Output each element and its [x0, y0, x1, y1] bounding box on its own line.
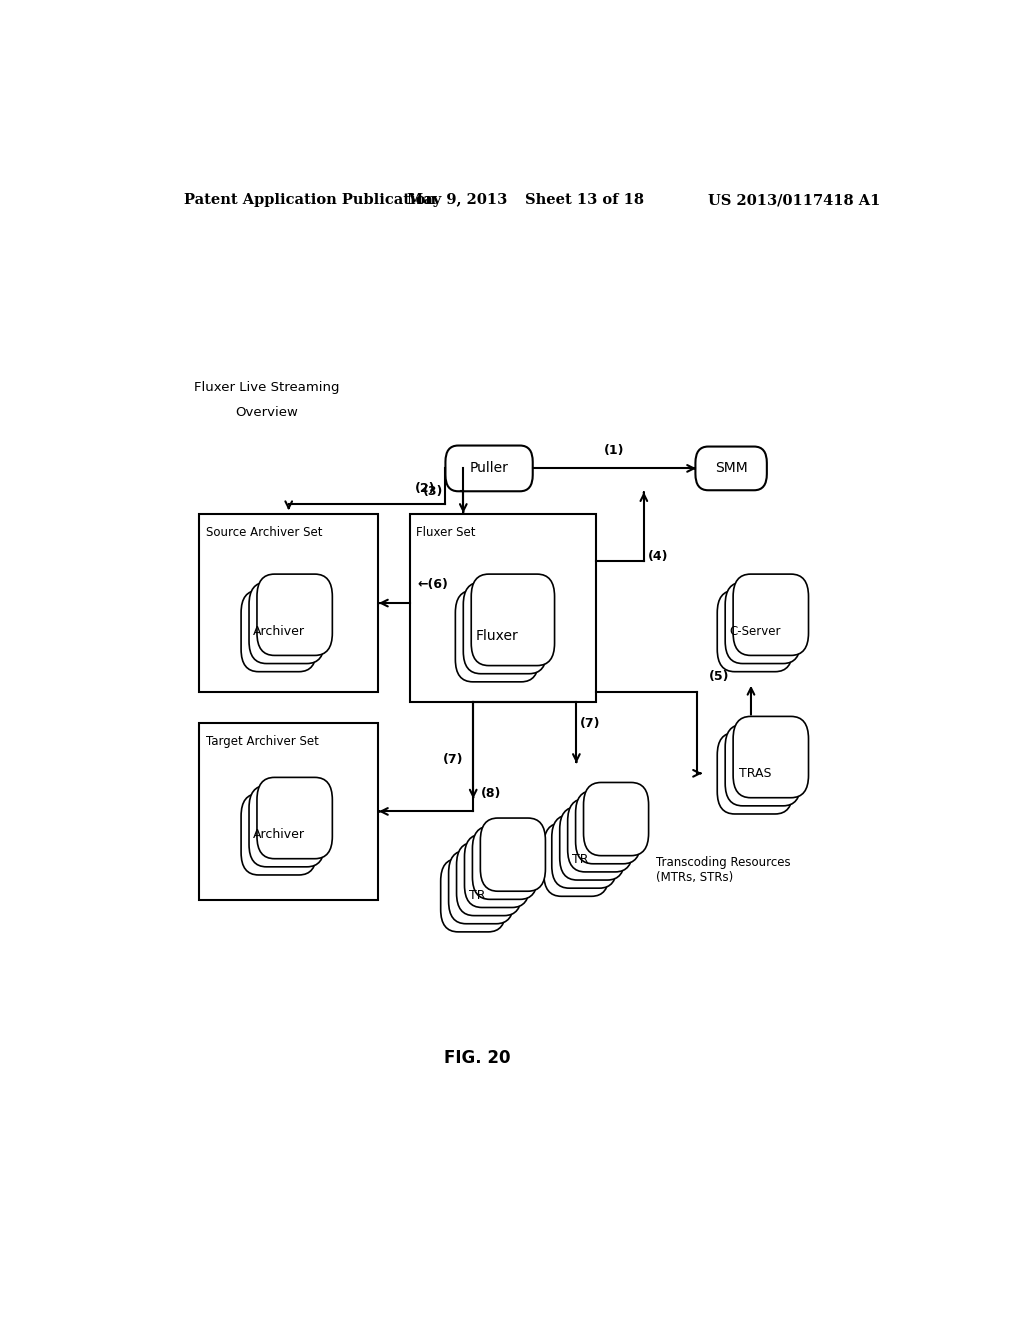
FancyBboxPatch shape	[725, 725, 801, 805]
Text: Puller: Puller	[470, 462, 509, 475]
Text: (7): (7)	[581, 717, 601, 730]
FancyBboxPatch shape	[584, 783, 648, 855]
Text: (8): (8)	[481, 787, 502, 800]
FancyBboxPatch shape	[249, 785, 325, 867]
FancyBboxPatch shape	[471, 574, 555, 665]
FancyBboxPatch shape	[410, 515, 596, 702]
FancyBboxPatch shape	[463, 582, 547, 673]
Text: US 2013/0117418 A1: US 2013/0117418 A1	[709, 193, 881, 207]
Text: TR: TR	[469, 888, 485, 902]
FancyBboxPatch shape	[552, 814, 616, 888]
Text: Patent Application Publication: Patent Application Publication	[183, 193, 435, 207]
FancyBboxPatch shape	[200, 722, 378, 900]
Text: TRAS: TRAS	[738, 767, 771, 780]
Text: Transcoding Resources
(MTRs, STRs): Transcoding Resources (MTRs, STRs)	[655, 855, 791, 884]
FancyBboxPatch shape	[717, 733, 793, 814]
FancyBboxPatch shape	[257, 777, 333, 859]
Text: (2): (2)	[416, 482, 436, 495]
Text: (1): (1)	[604, 444, 625, 457]
FancyBboxPatch shape	[733, 717, 809, 797]
FancyBboxPatch shape	[257, 574, 333, 656]
FancyBboxPatch shape	[449, 850, 514, 924]
FancyBboxPatch shape	[717, 590, 793, 672]
FancyBboxPatch shape	[725, 582, 801, 664]
Text: Sheet 13 of 18: Sheet 13 of 18	[525, 193, 644, 207]
FancyBboxPatch shape	[241, 793, 316, 875]
Text: TR: TR	[572, 853, 589, 866]
Text: (3): (3)	[423, 486, 443, 498]
FancyBboxPatch shape	[456, 590, 539, 682]
Text: Target Archiver Set: Target Archiver Set	[206, 735, 318, 747]
FancyBboxPatch shape	[480, 818, 546, 891]
FancyBboxPatch shape	[465, 834, 529, 907]
FancyBboxPatch shape	[457, 842, 521, 916]
Text: (7): (7)	[443, 752, 464, 766]
Text: Source Archiver Set: Source Archiver Set	[206, 527, 323, 540]
FancyBboxPatch shape	[241, 590, 316, 672]
FancyBboxPatch shape	[445, 446, 532, 491]
FancyBboxPatch shape	[567, 799, 633, 873]
FancyBboxPatch shape	[560, 807, 625, 880]
Text: Archiver: Archiver	[253, 828, 305, 841]
FancyBboxPatch shape	[200, 515, 378, 692]
Text: SMM: SMM	[715, 462, 748, 475]
Text: May 9, 2013: May 9, 2013	[408, 193, 508, 207]
FancyBboxPatch shape	[575, 791, 641, 863]
Text: (4): (4)	[648, 549, 669, 562]
Text: Archiver: Archiver	[253, 624, 305, 638]
Text: ←(6): ←(6)	[418, 578, 449, 591]
FancyBboxPatch shape	[440, 859, 506, 932]
Text: Fluxer Live Streaming: Fluxer Live Streaming	[195, 380, 340, 393]
Text: FIG. 20: FIG. 20	[444, 1049, 510, 1067]
FancyBboxPatch shape	[544, 824, 609, 896]
FancyBboxPatch shape	[249, 582, 325, 664]
Text: Overview: Overview	[236, 407, 298, 418]
FancyBboxPatch shape	[733, 574, 809, 656]
Text: C-Server: C-Server	[729, 624, 780, 638]
Text: (5): (5)	[710, 671, 730, 684]
Text: Fluxer: Fluxer	[476, 630, 518, 643]
FancyBboxPatch shape	[472, 826, 538, 899]
FancyBboxPatch shape	[695, 446, 767, 490]
Text: Fluxer Set: Fluxer Set	[416, 527, 475, 540]
